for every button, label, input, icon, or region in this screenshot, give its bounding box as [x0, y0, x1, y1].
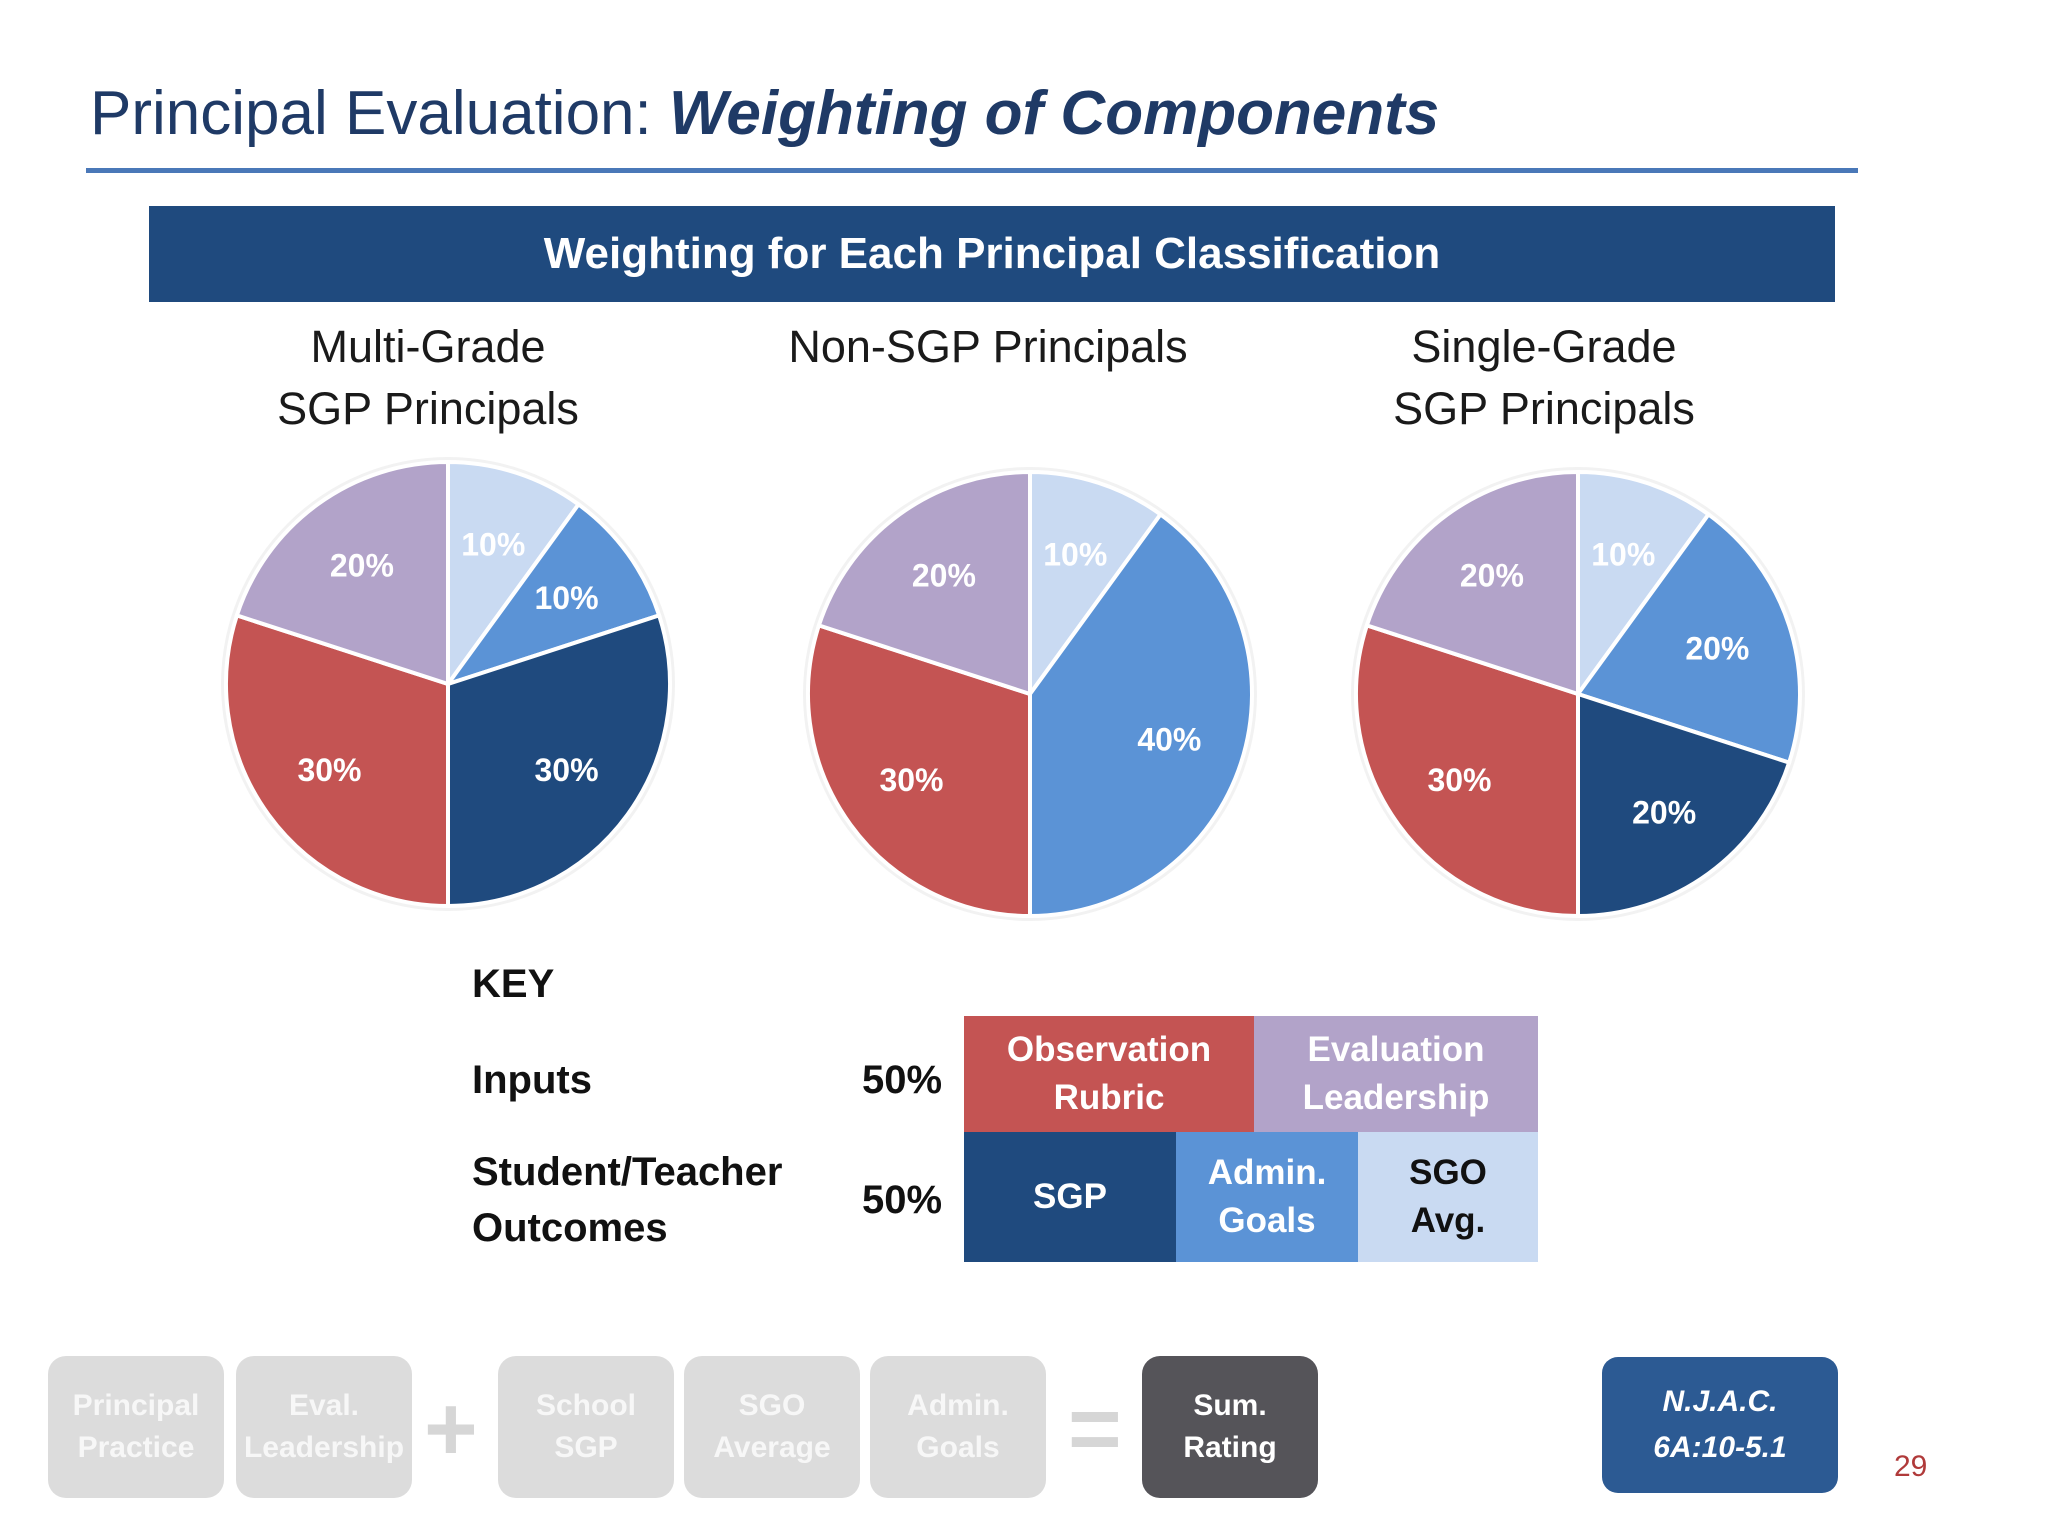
key-sgp: SGP	[964, 1132, 1176, 1262]
pie-slice-label: 20%	[1460, 557, 1524, 593]
pie-slice-label: 20%	[1685, 631, 1749, 667]
formula-eval-leadership: Eval. Leadership	[236, 1356, 412, 1498]
formula-line1: Admin.	[907, 1389, 1009, 1422]
pie-slice-label: 20%	[1632, 795, 1696, 831]
formula-line1: SGO	[738, 1389, 806, 1422]
title-underline	[86, 168, 1858, 173]
pie-slice	[1576, 691, 1792, 919]
pie-title-line1: Multi-Grade	[310, 321, 546, 372]
pie-title-single-grade: Single-Grade SGP Principals	[1284, 316, 1804, 440]
pie-slice-label: 30%	[1427, 762, 1491, 798]
key-inputs-percent: 50%	[862, 1058, 943, 1102]
pie-slice-label: 20%	[912, 557, 976, 593]
pie-slice	[1028, 511, 1254, 919]
key-cell-line2: Rubric	[1053, 1078, 1165, 1117]
citation-line2: 6A:10-5.1	[1653, 1431, 1787, 1464]
key-admin-goals: Admin. Goals	[1176, 1132, 1358, 1262]
key-cell-line2: Goals	[1218, 1201, 1316, 1240]
pie-title-line1: Non-SGP Principals	[788, 321, 1188, 372]
citation-badge: N.J.A.C. 6A:10-5.1	[1602, 1357, 1838, 1493]
formula-line2: Rating	[1183, 1431, 1277, 1464]
key-inputs-label: Inputs	[472, 1058, 592, 1102]
key-sgo-avg: SGO Avg.	[1358, 1132, 1538, 1262]
formula-line2: Practice	[77, 1431, 195, 1464]
key-observation-rubric: Observation Rubric	[964, 1016, 1254, 1132]
pie-slice	[1364, 469, 1580, 697]
pie-slice-label: 30%	[879, 762, 943, 798]
formula-line2: Average	[713, 1431, 831, 1464]
pie-title-line2: SGP Principals	[277, 383, 579, 434]
citation-line1: N.J.A.C.	[1662, 1385, 1778, 1418]
formula-equals-sign: =	[1068, 1378, 1122, 1480]
pie-slice-label: 30%	[297, 752, 361, 788]
formula-line1: School	[535, 1389, 636, 1422]
formula-line1: Eval.	[288, 1389, 360, 1422]
formula-principal-practice: Principal Practice	[48, 1356, 224, 1498]
banner-text: Weighting for Each Principal Classificat…	[543, 229, 1441, 278]
classification-banner: Weighting for Each Principal Classificat…	[149, 206, 1835, 302]
pie-slice	[446, 612, 672, 909]
formula-line1: Sum.	[1193, 1389, 1267, 1422]
slide-title: Principal Evaluation: Weighting of Compo…	[90, 78, 1439, 149]
key-outcomes-percent: 50%	[862, 1178, 943, 1222]
key-cell-line1: SGP	[1033, 1177, 1107, 1216]
pie-slice	[1028, 469, 1164, 701]
key-outcomes-line2: Outcomes	[472, 1206, 668, 1250]
pie-slice-label: 40%	[1137, 721, 1201, 757]
pie-slice	[234, 459, 450, 687]
formula-line2: Leadership	[243, 1431, 405, 1464]
key-cell-line1: Observation	[1006, 1030, 1212, 1069]
title-emphasis: Weighting of Components	[668, 79, 1440, 148]
pie-slice-label: 10%	[1043, 537, 1107, 573]
pie-slice	[1576, 469, 1712, 701]
key-heading: KEY	[472, 962, 555, 1006]
key-evaluation-leadership: Evaluation Leadership	[1254, 1016, 1538, 1132]
formula-line2: SGP	[554, 1431, 618, 1464]
page-number: 29	[1894, 1450, 1928, 1483]
pie-title-multi-grade: Multi-Grade SGP Principals	[168, 316, 688, 440]
key-outcomes-label: Student/Teacher Outcomes	[472, 1144, 782, 1256]
pie-2: 10% 40% 30% 20%	[803, 467, 1257, 921]
key-cell-line2: Leadership	[1302, 1078, 1490, 1117]
pie-title-line2: SGP Principals	[1393, 383, 1695, 434]
pie-slice	[806, 622, 1032, 919]
pie-slice	[816, 469, 1032, 697]
formula-line2: Goals	[916, 1431, 1000, 1464]
formula-line1: Principal	[72, 1389, 200, 1422]
pie-slice	[446, 459, 582, 691]
formula-sgo-average: SGO Average	[684, 1356, 860, 1498]
pie-slice	[442, 501, 662, 688]
formula-sum-rating: Sum. Rating	[1142, 1356, 1318, 1498]
key-outcomes-line1: Student/Teacher	[472, 1150, 783, 1194]
pie-1: 10% 10% 30% 30% 20%	[221, 457, 675, 911]
pie-slice-label: 10%	[535, 580, 599, 616]
pie-3: 10% 20% 20% 30% 20%	[1351, 467, 1805, 921]
formula-school-sgp: School SGP	[498, 1356, 674, 1498]
pie-slice-label: 10%	[461, 527, 525, 563]
key-cell-line1: SGO	[1409, 1153, 1487, 1192]
pie-slice	[224, 612, 450, 909]
key-cell-line2: Avg.	[1410, 1201, 1486, 1240]
pie-slice-label: 20%	[330, 547, 394, 583]
pie-slice-label: 10%	[1591, 537, 1655, 573]
formula-admin-goals: Admin. Goals	[870, 1356, 1046, 1498]
pie-slice	[1574, 511, 1802, 766]
key-cell-line1: Admin.	[1207, 1153, 1327, 1192]
pie-title-line1: Single-Grade	[1411, 321, 1677, 372]
pie-slice-label: 30%	[535, 752, 599, 788]
title-plain: Principal Evaluation:	[90, 79, 669, 148]
formula-plus-sign: +	[424, 1378, 478, 1480]
key-cell-line1: Evaluation	[1307, 1030, 1485, 1069]
pie-title-non-sgp: Non-SGP Principals	[728, 316, 1248, 378]
pie-slice	[1354, 622, 1580, 919]
